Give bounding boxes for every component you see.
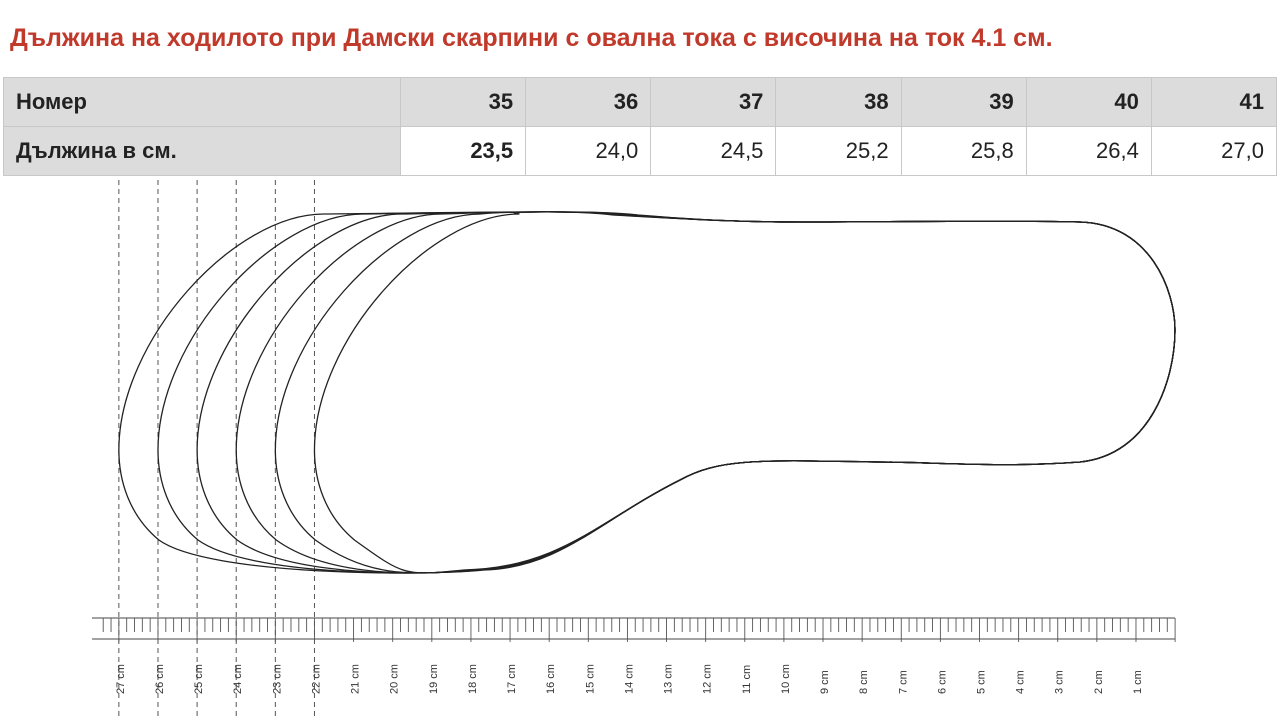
ruler-label: 23 cm <box>271 664 283 694</box>
size-cell: 40 <box>1025 77 1152 127</box>
ruler-label: 26 cm <box>154 664 166 694</box>
size-cell: 41 <box>1150 77 1278 127</box>
length-cell: 27,0 <box>1150 126 1278 176</box>
page-title: Дължина на ходилото при Дамски скарпини … <box>10 24 1053 52</box>
ruler-label: 6 cm <box>936 670 948 694</box>
size-cell: 38 <box>775 77 902 127</box>
length-cell: 24,0 <box>525 126 652 176</box>
ruler-label: 10 cm <box>780 664 792 694</box>
size-cell: 39 <box>900 77 1027 127</box>
insole-outline <box>313 211 1176 574</box>
ruler-label: 24 cm <box>232 664 244 694</box>
insole-outline <box>196 211 1176 574</box>
ruler-label: 22 cm <box>310 664 322 694</box>
size-cell: 37 <box>650 77 777 127</box>
insole-outlines <box>118 211 1176 574</box>
insole-outline <box>157 211 1176 574</box>
foot-length-diagram: 27 cm 26 cm 25 cm 24 cm 23 cm 22 cm 21 cm 20 cm… <box>92 180 1176 720</box>
row-label-length: Дължина в см. <box>3 126 401 176</box>
ruler-label: 18 cm <box>467 664 479 694</box>
length-cell: 26,4 <box>1025 126 1152 176</box>
ruler-label: 15 cm <box>584 664 596 694</box>
ruler-label: 12 cm <box>702 664 714 694</box>
size-cell: 36 <box>525 77 652 127</box>
ruler-label: 8 cm <box>858 670 870 694</box>
ruler-label: 20 cm <box>389 664 401 694</box>
table-row-length: Дължина в см. 23,5 24,0 24,5 25,2 25,8 2… <box>3 126 1278 176</box>
ruler-label: 11 cm <box>741 665 753 694</box>
insole-outline <box>118 211 1176 574</box>
ruler-label: 16 cm <box>545 664 557 694</box>
ruler-label: 4 cm <box>1015 670 1027 694</box>
length-cell: 25,2 <box>775 126 902 176</box>
ruler-label: 2 cm <box>1093 670 1105 694</box>
ruler-label: 25 cm <box>193 664 205 694</box>
length-cell: 24,5 <box>650 126 777 176</box>
size-table: Номер 35 36 37 38 39 40 41 Дължина в см.… <box>3 77 1278 176</box>
ruler-label: 14 cm <box>623 664 635 694</box>
ruler-label: 19 cm <box>428 664 440 694</box>
length-cell: 23,5 <box>399 126 527 176</box>
measuring-ruler: 27 cm 26 cm 25 cm 24 cm 23 cm 22 cm 21 cm 20 cm… <box>92 617 1176 694</box>
ruler-label: 27 cm <box>115 664 127 694</box>
length-cell: 25,8 <box>900 126 1027 176</box>
size-cell: 35 <box>399 77 527 127</box>
row-label-number: Номер <box>3 77 401 127</box>
ruler-label: 13 cm <box>663 664 675 694</box>
ruler-label: 3 cm <box>1054 670 1066 694</box>
ruler-label: 7 cm <box>897 670 909 694</box>
ruler-label: 5 cm <box>976 670 988 694</box>
ruler-label: 21 cm <box>350 664 362 694</box>
insole-outline <box>274 211 1176 574</box>
ruler-label: 1 cm <box>1132 670 1144 694</box>
table-row-number: Номер 35 36 37 38 39 40 41 <box>3 77 1278 127</box>
insole-outline <box>235 211 1176 574</box>
ruler-label: 9 cm <box>819 670 831 694</box>
ruler-label: 17 cm <box>506 664 518 694</box>
